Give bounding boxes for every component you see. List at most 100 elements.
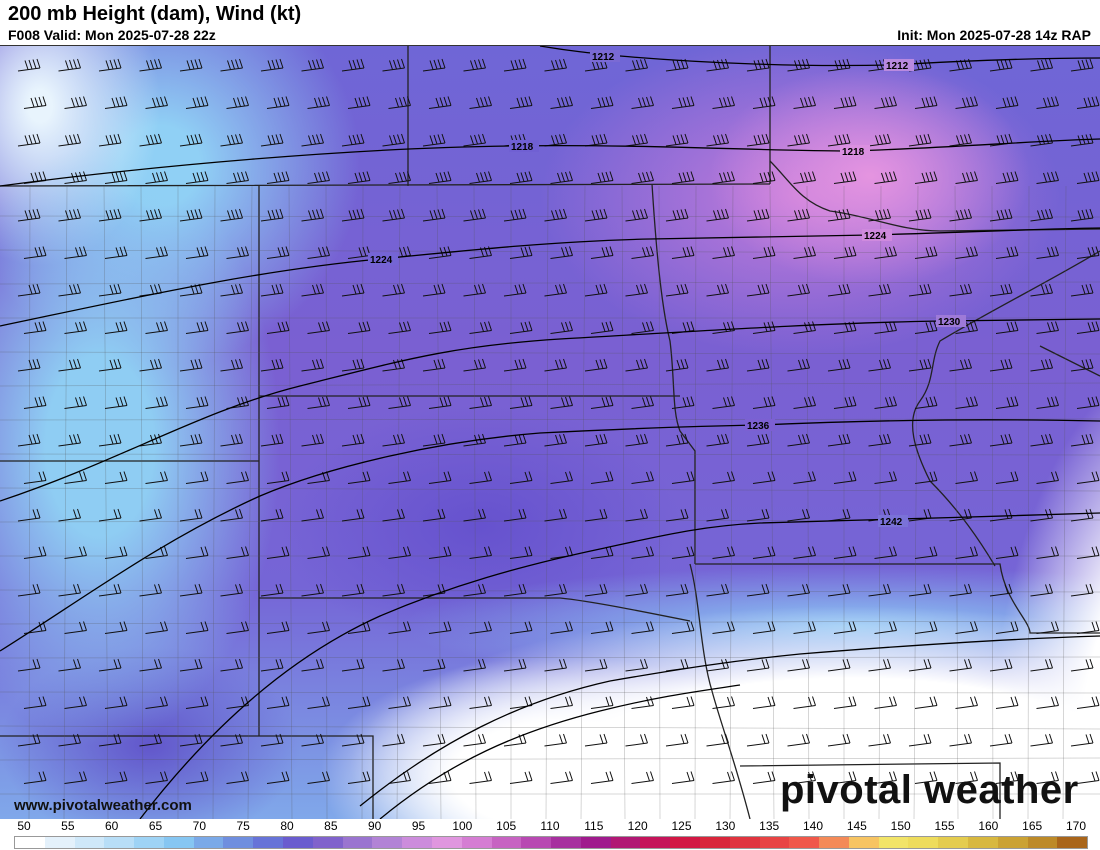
colorbar-swatch: [759, 837, 790, 848]
wind-barb: [712, 96, 735, 109]
wind-barb: [307, 621, 330, 634]
wind-barb: [989, 358, 1013, 372]
wind-barb: [179, 58, 203, 72]
wind-barb: [1030, 658, 1053, 672]
wind-barb: [220, 733, 243, 747]
wind-barb: [469, 471, 492, 484]
wind-barb: [787, 658, 810, 672]
init-time: Init: Mon 2025-07-28 14z RAP: [897, 27, 1091, 43]
wind-barb: [58, 358, 81, 372]
wind-barb: [23, 696, 47, 709]
wind-barb: [301, 283, 324, 297]
wind-barb: [833, 621, 857, 634]
colorbar-tick: 170: [1065, 819, 1087, 833]
wind-barb: [793, 321, 816, 334]
colorbar-swatch: [372, 837, 403, 848]
wind-barb: [382, 133, 405, 147]
wind-barb: [665, 133, 689, 147]
wind-barb: [827, 508, 851, 522]
wind-barb: [260, 583, 284, 597]
wind-barb: [1076, 471, 1100, 484]
wind-barb: [307, 246, 330, 259]
contour-label: 1224: [370, 255, 393, 266]
colorbar-swatch: [819, 837, 849, 848]
wind-barb: [712, 696, 735, 709]
wind-barb: [584, 733, 608, 747]
wind-barb: [503, 283, 527, 297]
wind-barb: [341, 358, 365, 372]
wind-barb: [307, 696, 330, 709]
wind-barb: [914, 96, 938, 109]
wind-barb: [185, 246, 209, 259]
wind-barb: [266, 621, 290, 634]
wind-barb: [341, 433, 365, 447]
wind-barb: [17, 583, 41, 597]
wind-barb: [185, 396, 209, 409]
wind-barb: [58, 208, 81, 222]
wind-barb: [746, 208, 770, 222]
wind-barb: [787, 358, 810, 372]
wind-barb: [1036, 321, 1059, 334]
wind-barb: [874, 96, 897, 109]
wind-barb: [995, 471, 1019, 484]
colorbar-swatch: [848, 837, 879, 848]
wind-barb: [307, 396, 330, 409]
wind-barb: [908, 358, 932, 372]
wind-barb: [382, 508, 405, 522]
wind-barb: [550, 96, 573, 109]
wind-barb: [955, 321, 978, 334]
colorbar-tick: 140: [802, 819, 824, 833]
wind-barb: [341, 208, 365, 222]
wind-barb: [98, 583, 122, 597]
wind-barb: [752, 546, 776, 559]
wind-speed-colorbar: [14, 836, 1088, 849]
wind-barb: [908, 133, 932, 147]
wind-barb: [874, 396, 897, 409]
colorbar-swatch: [163, 837, 194, 848]
wind-barb: [347, 621, 371, 634]
wind-barb: [706, 283, 729, 297]
wind-barb: [995, 696, 1019, 709]
wind-barb: [955, 471, 978, 484]
wind-barb: [428, 696, 452, 709]
wind-barb: [1076, 321, 1100, 334]
wind-barb: [1070, 208, 1094, 222]
wind-barb: [712, 546, 735, 559]
wind-barb: [220, 283, 243, 297]
wind-barb: [1070, 358, 1094, 372]
wind-barb: [1030, 58, 1053, 72]
wind-barb: [752, 696, 776, 709]
wind-barb: [64, 246, 87, 259]
wind-barb: [908, 433, 932, 447]
colorbar-swatch: [193, 837, 224, 848]
contour-1212: [539, 46, 1100, 67]
wind-barb: [955, 696, 978, 709]
wind-barb: [752, 396, 776, 409]
wind-barb: [382, 208, 405, 222]
wind-barb: [301, 208, 324, 222]
wind-barb: [955, 171, 978, 184]
website-url[interactable]: www.pivotalweather.com: [14, 797, 192, 814]
colorbar-swatch: [15, 837, 45, 848]
colorbar-swatch: [878, 837, 909, 848]
wind-barb: [104, 471, 128, 484]
weather-map[interactable]: 1212 1212 1218 1218 1224 1224 1230 1236 …: [0, 45, 1100, 819]
wind-barb: [139, 433, 162, 447]
wind-barb: [58, 433, 81, 447]
colorbar-tick: 95: [411, 819, 426, 833]
wind-barb: [98, 358, 122, 372]
wind-barb: [301, 733, 324, 747]
wind-barb: [1070, 733, 1094, 747]
wind-barb: [787, 133, 810, 147]
wind-barb: [827, 58, 851, 72]
wind-barb: [752, 621, 776, 634]
wind-barb: [104, 771, 128, 784]
wind-barb: [1076, 396, 1100, 409]
wind-barb: [625, 508, 648, 522]
wind-barb: [503, 358, 527, 372]
wind-barb: [544, 283, 567, 297]
wind-barb: [98, 658, 122, 672]
wind-barb: [463, 658, 486, 672]
colorbar-swatch: [223, 837, 254, 848]
wind-barb: [590, 396, 614, 409]
